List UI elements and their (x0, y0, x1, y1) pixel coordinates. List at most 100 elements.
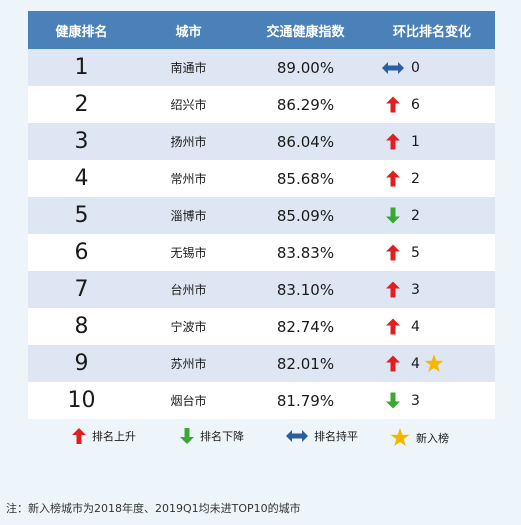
change-icon (381, 354, 405, 374)
change-icon (381, 280, 405, 300)
city-cell: 淄博市 (170, 209, 207, 223)
up-arrow-icon (386, 318, 400, 335)
header-rank: 健康排名 (55, 24, 108, 40)
index-cell: 82.01% (276, 354, 335, 373)
change-cell: 2 (369, 206, 495, 226)
table-row: 2 绍兴市 86.29% 6 (28, 86, 495, 123)
change-icon (381, 58, 405, 78)
legend-item-flat: 排名持平 (286, 428, 358, 444)
header-city: 城市 (175, 24, 202, 40)
change-cell: 6 (369, 95, 495, 115)
change-value: 5 (411, 244, 420, 261)
city-cell: 无锡市 (170, 246, 207, 260)
change-icon (381, 243, 405, 263)
change-value: 2 (411, 170, 420, 187)
table-row: 7 台州市 83.10% 3 (28, 271, 495, 308)
legend-label: 新入榜 (416, 431, 449, 445)
left-right-arrow-icon (286, 430, 308, 442)
legend-label: 排名持平 (314, 430, 358, 443)
index-cell: 85.09% (276, 206, 335, 225)
change-value: 2 (411, 207, 420, 224)
change-value: 6 (411, 96, 420, 113)
new-entry-star (424, 353, 444, 374)
change-icon (381, 132, 405, 152)
change-value: 0 (411, 59, 420, 76)
index-cell: 85.68% (276, 169, 335, 188)
footnote: 注：新入榜城市为2018年度、2019Q1均未进TOP10的城市 (6, 502, 301, 515)
city-cell: 南通市 (170, 61, 207, 75)
change-icon (381, 206, 405, 226)
table-row: 4 常州市 85.68% 2 (28, 160, 495, 197)
index-cell: 89.00% (276, 58, 335, 77)
index-cell: 82.74% (276, 317, 335, 336)
up-arrow-icon (386, 355, 400, 372)
change-value: 4 (411, 318, 420, 335)
change-icon (381, 169, 405, 189)
legend-item-up: 排名上升 (72, 428, 136, 444)
rank-cell: 2 (74, 92, 89, 117)
down-arrow-icon (180, 428, 194, 444)
change-value: 3 (411, 392, 420, 409)
change-icon (381, 391, 405, 411)
index-cell: 83.83% (276, 243, 335, 262)
city-cell: 扬州市 (170, 135, 207, 149)
change-cell: 5 (369, 243, 495, 263)
city-cell: 常州市 (170, 172, 207, 186)
up-arrow-icon (386, 133, 400, 150)
table-row: 1 南通市 89.00% 0 (28, 49, 495, 86)
table-row: 6 无锡市 83.83% 5 (28, 234, 495, 271)
star-icon (390, 428, 410, 447)
city-cell: 绍兴市 (170, 98, 207, 112)
city-cell: 宁波市 (170, 320, 207, 334)
up-arrow-icon (386, 96, 400, 113)
city-cell: 烟台市 (170, 394, 207, 408)
table-row: 10 烟台市 81.79% 3 (28, 382, 495, 419)
index-cell: 81.79% (276, 391, 335, 410)
up-arrow-icon (386, 244, 400, 261)
index-cell: 86.04% (276, 132, 335, 151)
change-cell: 1 (369, 132, 495, 152)
change-cell: 2 (369, 169, 495, 189)
down-arrow-icon (386, 207, 400, 224)
legend-item-new: 新入榜 (390, 428, 449, 447)
change-cell: 4 (369, 317, 495, 337)
down-arrow-icon (386, 392, 400, 409)
rank-cell: 9 (74, 351, 89, 376)
header-index: 交通健康指数 (266, 24, 345, 40)
change-icon (381, 95, 405, 115)
legend-label: 排名上升 (92, 430, 136, 443)
table-body: 1 南通市 89.00% 0 2 绍兴市 86.29% 6 3 扬州市 86.04% 1 4 常州市 85.… (28, 49, 495, 419)
legend-label: 排名下降 (200, 430, 244, 443)
table-header: 健康排名 城市 交通健康指数 环比排名变化 (28, 11, 495, 49)
rank-cell: 7 (74, 277, 89, 302)
change-cell: 3 (369, 280, 495, 300)
star-icon (424, 353, 444, 372)
left-right-arrow-icon (382, 61, 404, 74)
change-value: 1 (411, 133, 420, 150)
city-cell: 苏州市 (170, 357, 207, 371)
city-cell: 台州市 (170, 283, 207, 297)
up-arrow-icon (386, 281, 400, 298)
rank-cell: 8 (74, 314, 89, 339)
legend-item-down: 排名下降 (180, 428, 244, 444)
change-cell: 3 (369, 391, 495, 411)
rank-cell: 3 (74, 129, 89, 154)
index-cell: 86.29% (276, 95, 335, 114)
change-value: 4 (411, 355, 420, 372)
ranking-table: 健康排名 城市 交通健康指数 环比排名变化 1 南通市 89.00% 0 2 绍兴市 86.… (28, 11, 495, 419)
table-row: 5 淄博市 85.09% 2 (28, 197, 495, 234)
rank-cell: 5 (74, 203, 89, 228)
table-row: 3 扬州市 86.04% 1 (28, 123, 495, 160)
rank-cell: 1 (74, 55, 89, 80)
change-cell: 4 (369, 353, 495, 374)
rank-cell: 6 (74, 240, 89, 265)
up-arrow-icon (72, 428, 86, 444)
change-icon (381, 317, 405, 337)
header-change: 环比排名变化 (392, 24, 471, 40)
table-row: 8 宁波市 82.74% 4 (28, 308, 495, 345)
change-value: 3 (411, 281, 420, 298)
table-row: 9 苏州市 82.01% 4 (28, 345, 495, 382)
up-arrow-icon (386, 170, 400, 187)
rank-cell: 4 (74, 166, 89, 191)
index-cell: 83.10% (276, 280, 335, 299)
